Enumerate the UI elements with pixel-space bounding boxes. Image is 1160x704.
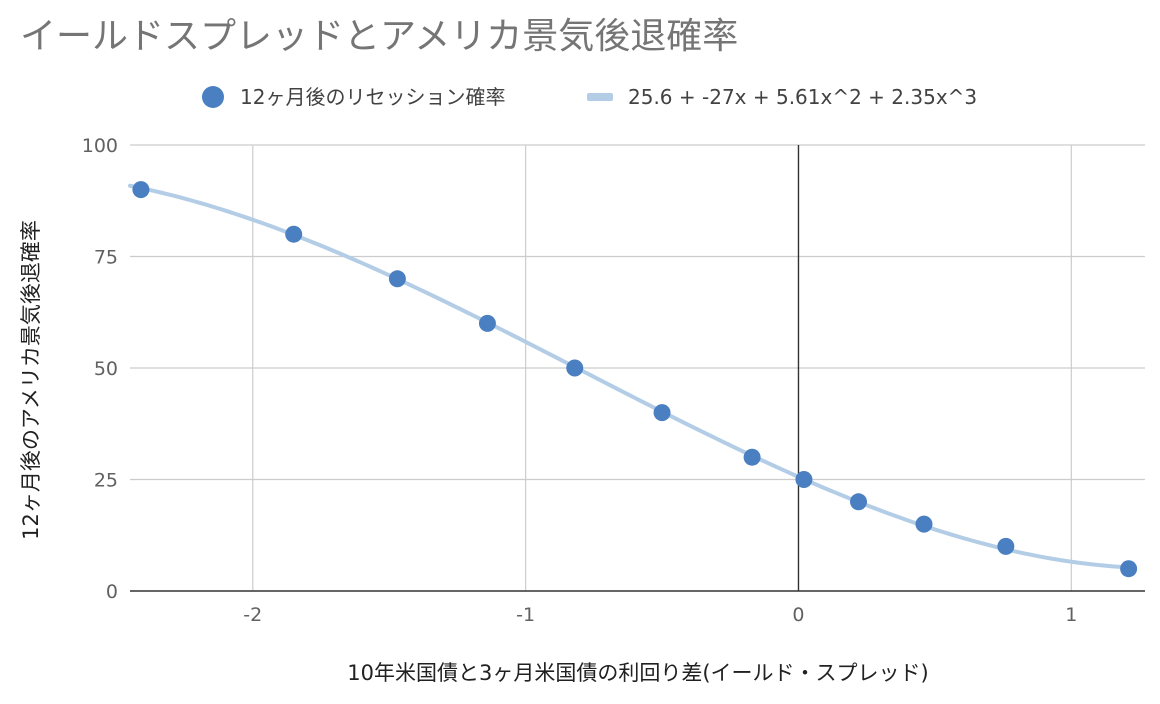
trendline: [128, 183, 1131, 570]
zero-axis-lines: [130, 145, 1145, 592]
data-points-layer: [132, 181, 1138, 578]
data-point: [132, 181, 150, 199]
data-point: [997, 537, 1015, 555]
y-tick-label: 25: [94, 470, 118, 492]
data-point: [795, 471, 813, 488]
data-point: [478, 314, 496, 332]
trendline-layer: [128, 183, 1131, 570]
x-tick-label: 1: [1065, 604, 1077, 626]
data-point: [743, 448, 761, 466]
y-tick-label: 50: [94, 358, 118, 380]
data-point: [285, 225, 303, 243]
legend-marker-trendline: [587, 93, 613, 101]
x-tick-label: 0: [792, 604, 804, 626]
chart-title: イールドスプレッドとアメリカ景気後退確率: [20, 16, 738, 57]
gridlines: [130, 144, 1145, 591]
y-tick-label: 75: [94, 247, 118, 269]
y-tick-label: 100: [82, 135, 118, 157]
legend-label-points: 12ヶ月後のリセッション確率: [240, 85, 505, 109]
y-axis-ticks: 0 25 50 75 100: [82, 135, 118, 603]
data-point: [1120, 560, 1138, 578]
legend-label-trendline: 25.6 + -27x + 5.61x^2 + 2.35x^3: [628, 85, 977, 109]
x-tick-label: -2: [243, 604, 262, 626]
data-point: [915, 515, 933, 533]
x-axis-ticks: -2 -1 0 1: [243, 604, 1077, 626]
legend: 12ヶ月後のリセッション確率 25.6 + -27x + 5.61x^2 + 2.…: [202, 85, 977, 109]
y-tick-label: 0: [106, 581, 118, 603]
x-tick-label: -1: [516, 604, 535, 626]
legend-marker-points: [202, 86, 224, 108]
y-axis-title: 12ヶ月後のアメリカ景気後退確率: [19, 220, 43, 540]
x-axis-title: 10年米国債と3ヶ月米国債の利回り差(イールド・スプレッド): [347, 661, 928, 685]
data-point: [653, 404, 671, 422]
data-point: [388, 270, 406, 288]
data-point: [566, 359, 584, 377]
data-point: [850, 493, 868, 511]
